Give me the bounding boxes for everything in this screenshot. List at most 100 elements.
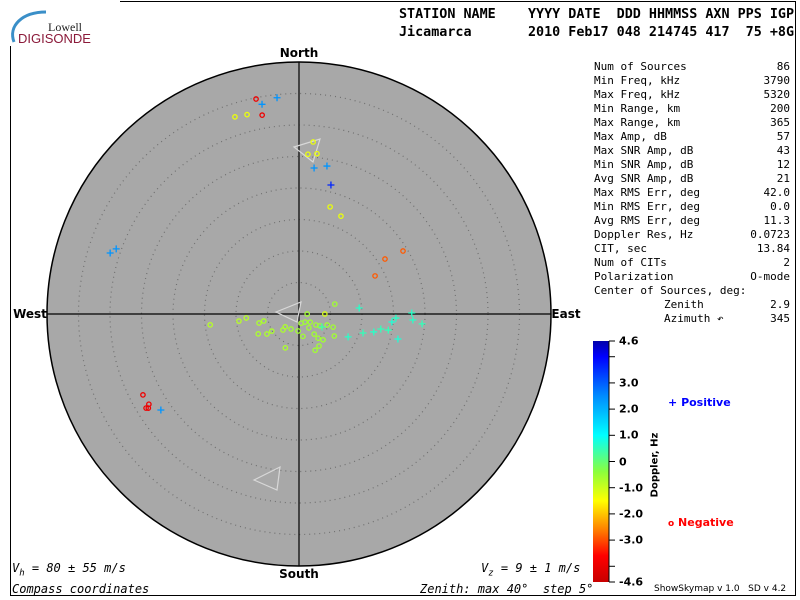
circle-icon: o bbox=[668, 519, 675, 529]
source-negative bbox=[253, 96, 259, 102]
stat-value: 2.9 bbox=[770, 298, 790, 311]
vh-symbol: V bbox=[12, 561, 20, 575]
source-negative bbox=[315, 335, 322, 342]
colorbar-tick-label: 1.0 bbox=[619, 428, 639, 442]
legend-positive: + Positive bbox=[668, 396, 731, 409]
stat-label: CIT, sec bbox=[594, 242, 647, 255]
source-negative bbox=[307, 319, 314, 325]
stat-row: Num of CITs 2 bbox=[594, 256, 790, 270]
stat-label: Center of Sources, deg: bbox=[594, 284, 747, 297]
source-negative bbox=[400, 248, 406, 254]
colorbar-tick-label: 3.0 bbox=[619, 376, 639, 390]
logo-swoosh-icon bbox=[11, 10, 47, 43]
stat-value: 0.0 bbox=[770, 200, 790, 213]
plot-frame bbox=[10, 1, 796, 596]
stat-value: 0.0723 bbox=[750, 228, 790, 241]
source-negative bbox=[259, 112, 265, 119]
source-negative bbox=[282, 324, 289, 330]
source-positive bbox=[344, 333, 352, 341]
source-negative bbox=[140, 392, 146, 398]
source-negative bbox=[331, 333, 338, 339]
vz-readout: Vz = 9 ± 1 m/s bbox=[481, 561, 580, 578]
source-negative bbox=[236, 318, 242, 324]
stat-value: 13.84 bbox=[756, 242, 790, 255]
stat-row: Num of Sources 86 bbox=[594, 60, 790, 74]
source-negative bbox=[310, 139, 316, 145]
source-negative bbox=[300, 333, 306, 340]
stat-label: Min Freq, kHz bbox=[594, 74, 681, 87]
stat-label: Avg RMS Err, deg bbox=[594, 214, 700, 227]
stat-label: Max SNR Amp, dB bbox=[594, 144, 694, 157]
stat-label: Max Amp, dB bbox=[594, 130, 667, 143]
stat-row: Min Range, km 200 bbox=[594, 102, 790, 116]
stat-label: Azimuth ↶ bbox=[664, 312, 724, 325]
stat-value: 43 bbox=[776, 144, 790, 157]
stat-value: 21 bbox=[776, 172, 790, 185]
vz-symbol: V bbox=[481, 561, 489, 575]
source-negative bbox=[145, 405, 152, 411]
source-negative bbox=[321, 311, 328, 317]
stat-row: Min SNR Amp, dB 12 bbox=[594, 158, 790, 172]
source-negative bbox=[243, 315, 250, 321]
source-negative bbox=[338, 213, 344, 219]
stat-label: Max Range, km bbox=[594, 116, 681, 129]
stat-label: Min Range, km bbox=[594, 102, 681, 115]
colorbar-tick-label: -4.6 bbox=[619, 575, 644, 589]
plus-icon: + bbox=[668, 396, 678, 409]
source-negative bbox=[306, 324, 312, 331]
vh-subscript: h bbox=[19, 568, 25, 579]
source-positive bbox=[112, 245, 120, 253]
stat-row: Max Freq, kHz 5320 bbox=[594, 88, 790, 102]
colorbar-tick-label: -1.0 bbox=[619, 481, 644, 495]
stat-row: Max SNR Amp, dB 43 bbox=[594, 144, 790, 158]
stat-value: 2 bbox=[783, 256, 790, 269]
stat-label: Avg SNR Amp, dB bbox=[594, 172, 694, 185]
source-negative bbox=[255, 331, 262, 337]
source-negative bbox=[244, 111, 250, 118]
source-negative bbox=[298, 320, 304, 327]
source-positive bbox=[323, 162, 331, 170]
source-negative bbox=[305, 151, 311, 158]
stat-value: 5320 bbox=[763, 88, 791, 101]
source-positive bbox=[359, 329, 367, 337]
stat-label: Doppler Res, Hz bbox=[594, 228, 694, 241]
source-positive bbox=[106, 249, 114, 257]
header-values: Jicamarca 2010 Feb17 048 214745 417 75 +… bbox=[399, 25, 795, 40]
source-positive bbox=[273, 94, 281, 102]
source-positive bbox=[418, 320, 426, 328]
source-positive bbox=[384, 326, 392, 334]
source-negative bbox=[264, 331, 270, 337]
source-negative bbox=[330, 324, 336, 330]
colorbar bbox=[593, 341, 609, 582]
logo-lowell: Lowell bbox=[48, 20, 82, 34]
source-positive bbox=[377, 325, 385, 333]
stat-value: 200 bbox=[770, 102, 790, 115]
stat-row: Max Range, km 365 bbox=[594, 116, 790, 130]
stat-value: 86 bbox=[776, 60, 790, 73]
source-positive bbox=[318, 323, 326, 331]
legend-negative: o Negative bbox=[668, 516, 734, 529]
stat-label: Max Freq, kHz bbox=[594, 88, 681, 101]
source-negative bbox=[304, 311, 311, 317]
stat-label: Min SNR Amp, dB bbox=[594, 158, 694, 171]
source-negative bbox=[207, 322, 214, 328]
stat-value: O-mode bbox=[750, 270, 790, 283]
source-negative bbox=[324, 322, 331, 328]
label-west: West bbox=[13, 307, 47, 321]
source-negative bbox=[260, 318, 267, 324]
source-positive bbox=[157, 406, 165, 414]
stat-label: Min RMS Err, deg bbox=[594, 200, 700, 213]
label-north: North bbox=[279, 46, 319, 60]
label-south: South bbox=[279, 567, 319, 581]
source-negative bbox=[316, 343, 322, 349]
source-negative bbox=[288, 326, 294, 332]
source-negative bbox=[320, 336, 326, 343]
source-negative bbox=[331, 301, 338, 307]
colorbar-tick-label: 0 bbox=[619, 455, 627, 468]
source-positive bbox=[310, 164, 318, 172]
stat-row: Avg SNR Amp, dB 21 bbox=[594, 172, 790, 186]
source-negative bbox=[382, 256, 388, 262]
stat-label: Num of CITs bbox=[594, 256, 667, 269]
